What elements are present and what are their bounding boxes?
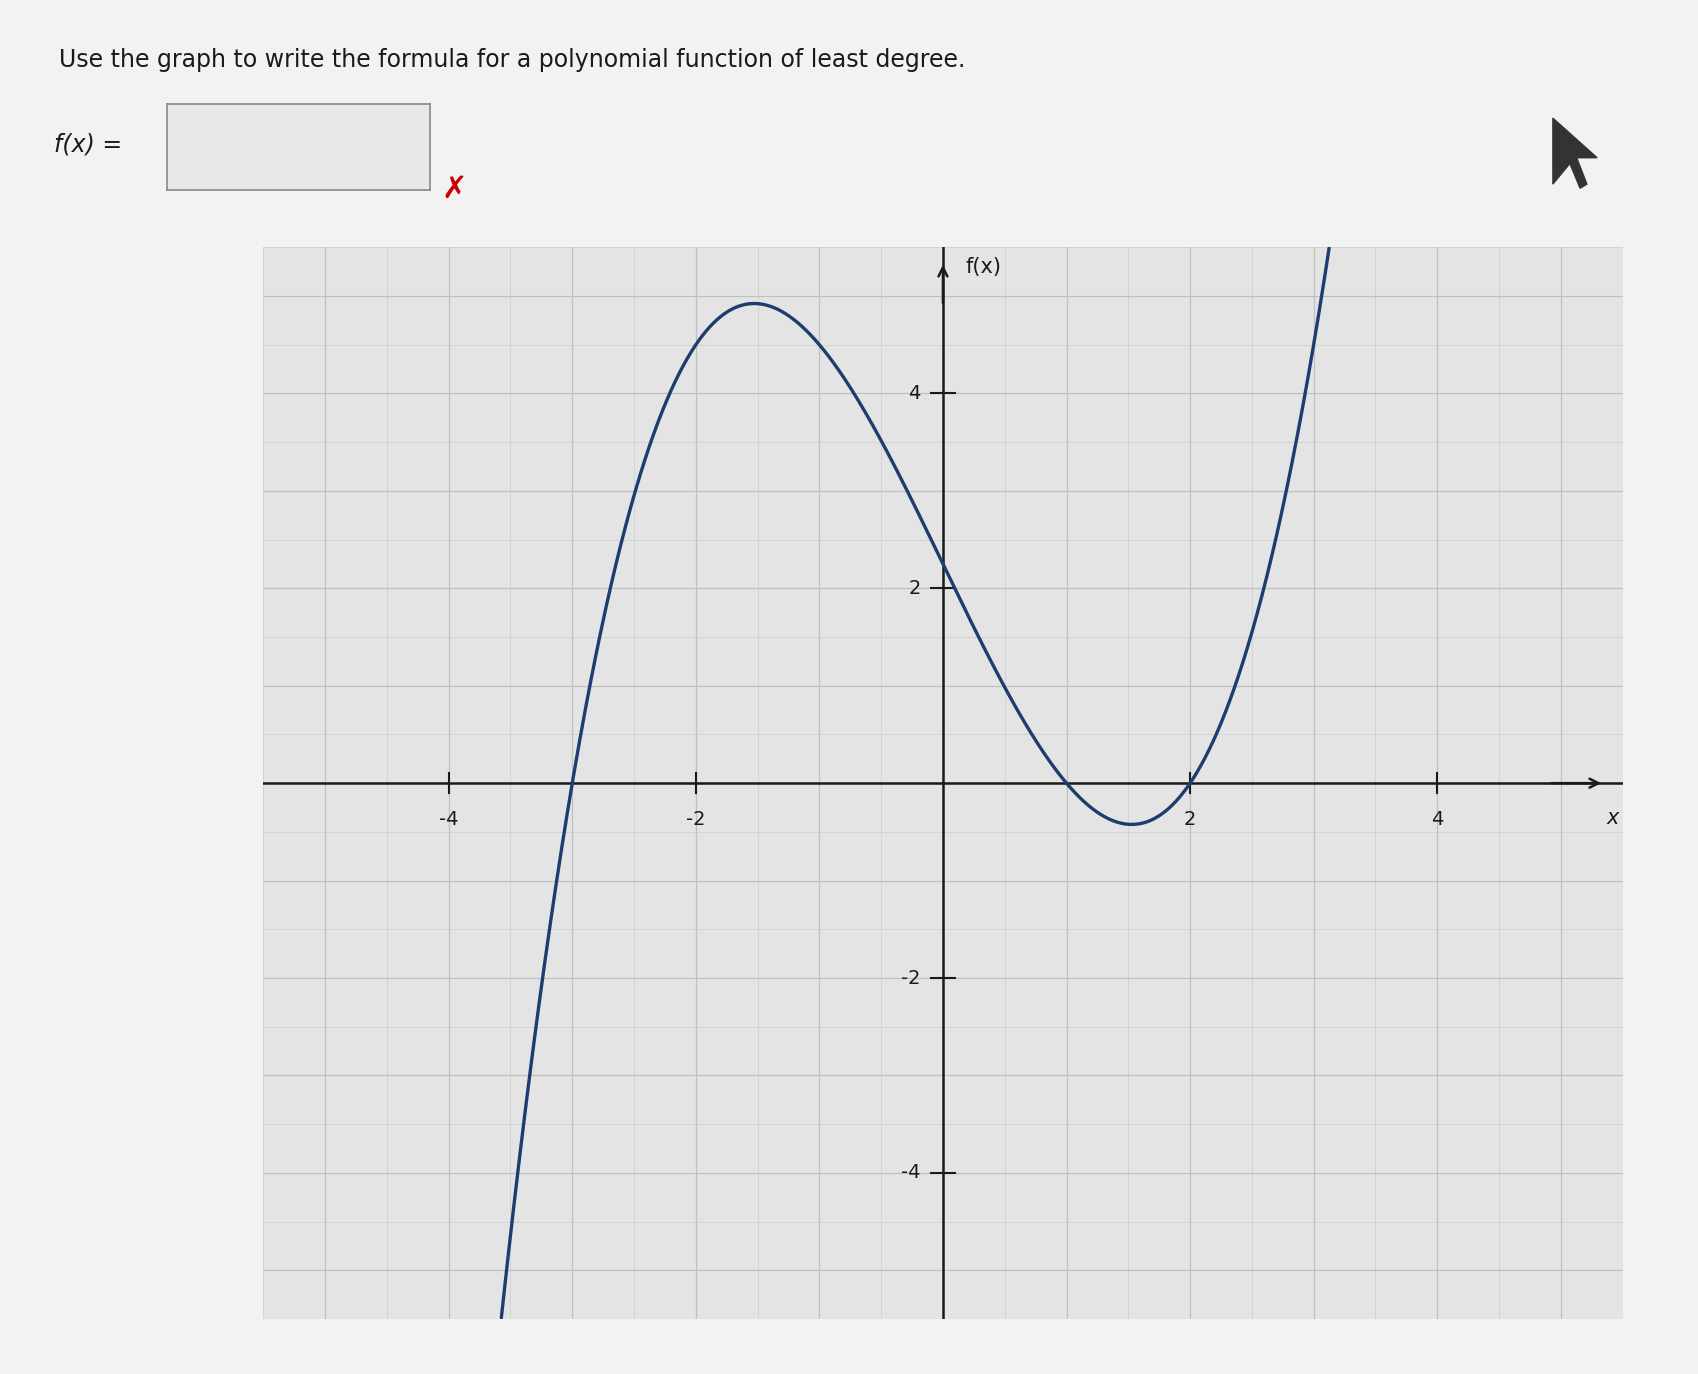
Text: -4: -4 (900, 1164, 920, 1183)
Text: f(x) =: f(x) = (54, 132, 122, 157)
Text: Use the graph to write the formula for a polynomial function of least degree.: Use the graph to write the formula for a… (59, 48, 964, 71)
Text: 4: 4 (1430, 811, 1443, 830)
Text: -4: -4 (438, 811, 458, 830)
Text: -2: -2 (900, 969, 920, 988)
Text: x: x (1606, 808, 1618, 827)
Text: 2: 2 (908, 578, 920, 598)
Text: 4: 4 (908, 383, 920, 403)
Polygon shape (1552, 118, 1596, 188)
Text: f(x): f(x) (964, 257, 1000, 278)
Text: 2: 2 (1184, 811, 1195, 830)
Text: ✗: ✗ (441, 174, 467, 205)
Text: -2: -2 (686, 811, 705, 830)
